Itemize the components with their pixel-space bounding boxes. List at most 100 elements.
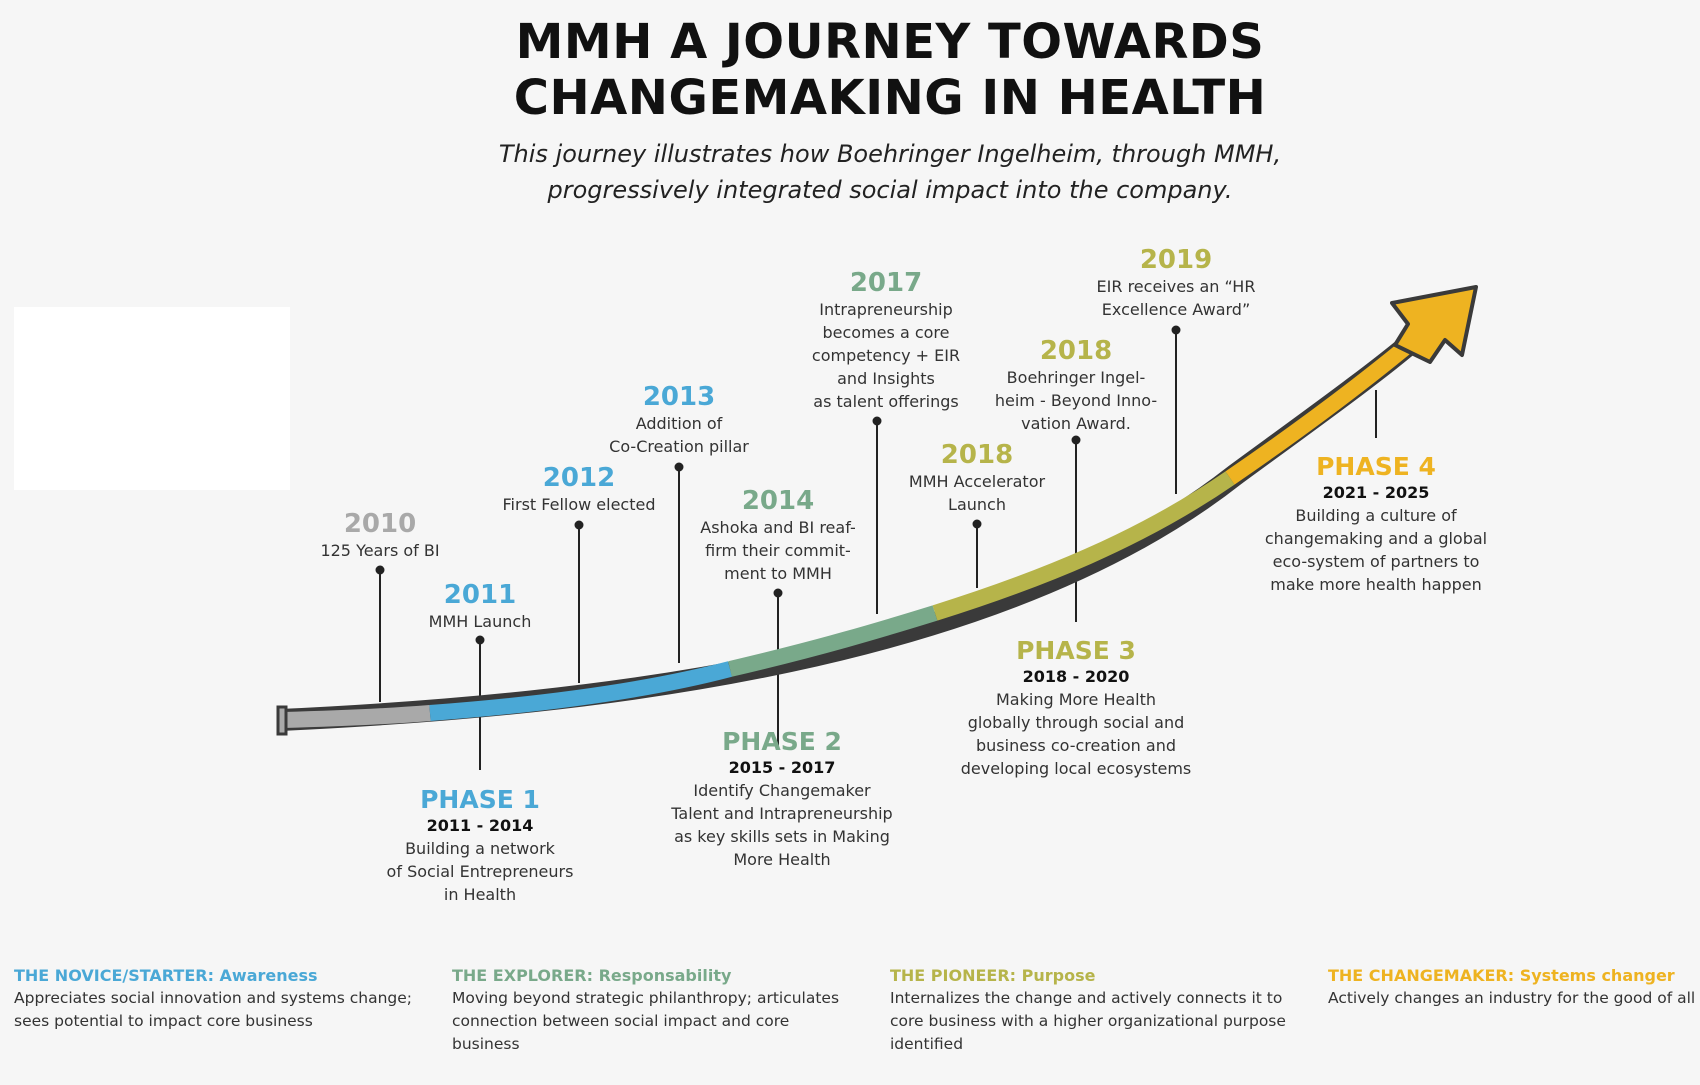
legend-desc: core business with a higher organization… xyxy=(890,1012,1286,1030)
phase-desc: Building a network xyxy=(405,839,555,858)
segment-green xyxy=(728,605,938,677)
connector-dot-2019 xyxy=(1171,325,1181,335)
legend-novice: THE NOVICE/STARTER: Awareness Appreciate… xyxy=(14,965,434,1033)
legend-desc: Moving beyond strategic philanthropy; ar… xyxy=(452,989,840,1007)
connector-lines xyxy=(375,325,1377,770)
phase-desc: globally through social and xyxy=(967,713,1185,732)
phase-desc: Talent and Intrapreneurship xyxy=(671,804,893,823)
legend-desc: sees potential to impact core business xyxy=(14,1012,313,1030)
arrow-tail xyxy=(276,705,288,736)
legend-title: THE PIONEER: Purpose xyxy=(890,966,1096,985)
milestone-2011: 2011 MMH Launch xyxy=(429,580,532,633)
milestone-desc: becomes a core xyxy=(822,323,950,342)
legend-desc: identified xyxy=(890,1035,964,1053)
phase-desc: developing local ecosystems xyxy=(960,759,1192,778)
page-subtitle: This journey illustrates how Boehringer … xyxy=(0,136,1700,208)
milestone-desc: MMH Launch xyxy=(428,612,532,631)
phase-range: 2015 - 2017 xyxy=(728,758,836,777)
milestone-desc: firm their commit- xyxy=(705,541,851,560)
segment-gold xyxy=(1225,335,1418,485)
milestone-desc: ment to MMH xyxy=(724,564,832,583)
milestone-year: 2014 xyxy=(741,486,815,516)
milestone-year: 2013 xyxy=(642,382,716,412)
milestone-year: 2017 xyxy=(849,268,923,298)
milestone-2012: 2012 First Fellow elected xyxy=(503,463,656,516)
blank-panel xyxy=(14,307,290,490)
phase-name: PHASE 4 xyxy=(1316,452,1436,481)
phase-desc: of Social Entrepreneurs xyxy=(386,862,574,881)
milestone-2010: 2010 125 Years of BI xyxy=(320,509,439,562)
phase-desc: eco-system of partners to xyxy=(1272,552,1480,571)
milestone-2019: 2019 EIR receives an “HR Excellence Awar… xyxy=(1097,245,1256,321)
legend-desc: Internalizes the change and actively con… xyxy=(890,989,1283,1007)
legend-changemaker: THE CHANGEMAKER: Systems changer Activel… xyxy=(1328,965,1698,1010)
milestone-year: 2011 xyxy=(443,580,517,610)
segment-gray xyxy=(282,705,431,728)
phase-desc: Making More Health xyxy=(995,690,1156,709)
milestone-desc: EIR receives an “HR xyxy=(1096,277,1256,296)
connector-dot-2018-a xyxy=(972,519,982,529)
phase-1: PHASE 1 2011 - 2014 Building a network o… xyxy=(387,785,574,906)
milestone-year: 2019 xyxy=(1139,245,1213,275)
title-line-1: MMH A JOURNEY TOWARDS xyxy=(515,14,1265,70)
phase-3: PHASE 3 2018 - 2020 Making More Health g… xyxy=(961,636,1192,780)
milestone-desc: Excellence Award” xyxy=(1101,300,1251,319)
phase-desc: in Health xyxy=(443,885,517,904)
phase-name: PHASE 2 xyxy=(722,727,842,756)
phase-desc: Identify Changemaker xyxy=(693,781,871,800)
phase-desc: business co-creation and xyxy=(976,736,1176,755)
milestone-2017: 2017 Intrapreneurship becomes a core com… xyxy=(812,268,960,413)
milestone-year: 2018 xyxy=(940,440,1014,470)
milestone-2018-award: 2018 Boehringer Ingel- heim - Beyond Inn… xyxy=(995,336,1157,435)
legend-desc: Actively changes an industry for the goo… xyxy=(1328,989,1696,1007)
legend-pioneer: THE PIONEER: Purpose Internalizes the ch… xyxy=(890,965,1310,1056)
milestone-year: 2010 xyxy=(343,509,417,539)
milestone-desc: as talent offerings xyxy=(813,392,959,411)
page-title: MMH A JOURNEY TOWARDS CHANGEMAKING IN HE… xyxy=(0,14,1700,126)
milestone-desc: Intrapreneurship xyxy=(819,300,953,319)
phase-desc: make more health happen xyxy=(1270,575,1482,594)
phase-range: 2011 - 2014 xyxy=(426,816,534,835)
milestone-desc: heim - Beyond Inno- xyxy=(994,391,1158,410)
milestone-desc: vation Award. xyxy=(1021,414,1131,433)
legend-desc: business xyxy=(452,1035,520,1053)
milestone-desc: First Fellow elected xyxy=(502,495,656,514)
legend-title: THE NOVICE/STARTER: Awareness xyxy=(14,966,318,985)
phase-desc: Building a culture of xyxy=(1295,506,1457,525)
milestone-2013: 2013 Addition of Co-Creation pillar xyxy=(609,382,749,458)
arrow-head xyxy=(1390,285,1478,364)
milestone-year: 2012 xyxy=(542,463,616,493)
phase-desc: changemaking and a global xyxy=(1264,529,1488,548)
phase-desc: More Health xyxy=(733,850,831,869)
milestone-desc: and Insights xyxy=(837,369,935,388)
connector-dot-2011 xyxy=(475,635,485,645)
connector-dot-2013 xyxy=(674,462,684,472)
connector-dot-2012 xyxy=(574,520,584,530)
phase-range: 2018 - 2020 xyxy=(1022,667,1130,686)
title-line-2: CHANGEMAKING IN HEALTH xyxy=(513,70,1267,126)
subtitle-line-2: progressively integrated social impact i… xyxy=(547,176,1233,204)
milestone-desc: Ashoka and BI reaf- xyxy=(700,518,856,537)
milestone-2018-accelerator: 2018 MMH Accelerator Launch xyxy=(909,440,1045,516)
milestone-desc: MMH Accelerator xyxy=(908,472,1046,491)
connector-dot-2017 xyxy=(872,416,882,426)
connector-dot-2010 xyxy=(375,565,385,575)
phase-2: PHASE 2 2015 - 2017 Identify Changemaker… xyxy=(671,727,892,871)
milestone-desc: Co-Creation pillar xyxy=(609,437,749,456)
milestone-desc: Addition of xyxy=(635,414,723,433)
milestone-desc: Boehringer Ingel- xyxy=(1006,368,1146,387)
milestone-desc: competency + EIR xyxy=(811,346,961,365)
phase-range: 2021 - 2025 xyxy=(1322,483,1430,502)
milestone-desc: Launch xyxy=(948,495,1006,514)
legend-explorer: THE EXPLORER: Responsability Moving beyo… xyxy=(452,965,872,1056)
milestone-2014: 2014 Ashoka and BI reaf- firm their comm… xyxy=(700,486,855,585)
phase-desc: as key skills sets in Making xyxy=(674,827,890,846)
milestone-desc: 125 Years of BI xyxy=(320,541,440,560)
legend-title: THE CHANGEMAKER: Systems changer xyxy=(1328,966,1675,985)
legend-desc: connection between social impact and cor… xyxy=(452,1012,790,1030)
connector-dot-2014 xyxy=(773,588,783,598)
legend-desc: Appreciates social innovation and system… xyxy=(14,989,413,1007)
milestone-year: 2018 xyxy=(1039,336,1113,366)
phase-4: PHASE 4 2021 - 2025 Building a culture o… xyxy=(1265,452,1487,596)
